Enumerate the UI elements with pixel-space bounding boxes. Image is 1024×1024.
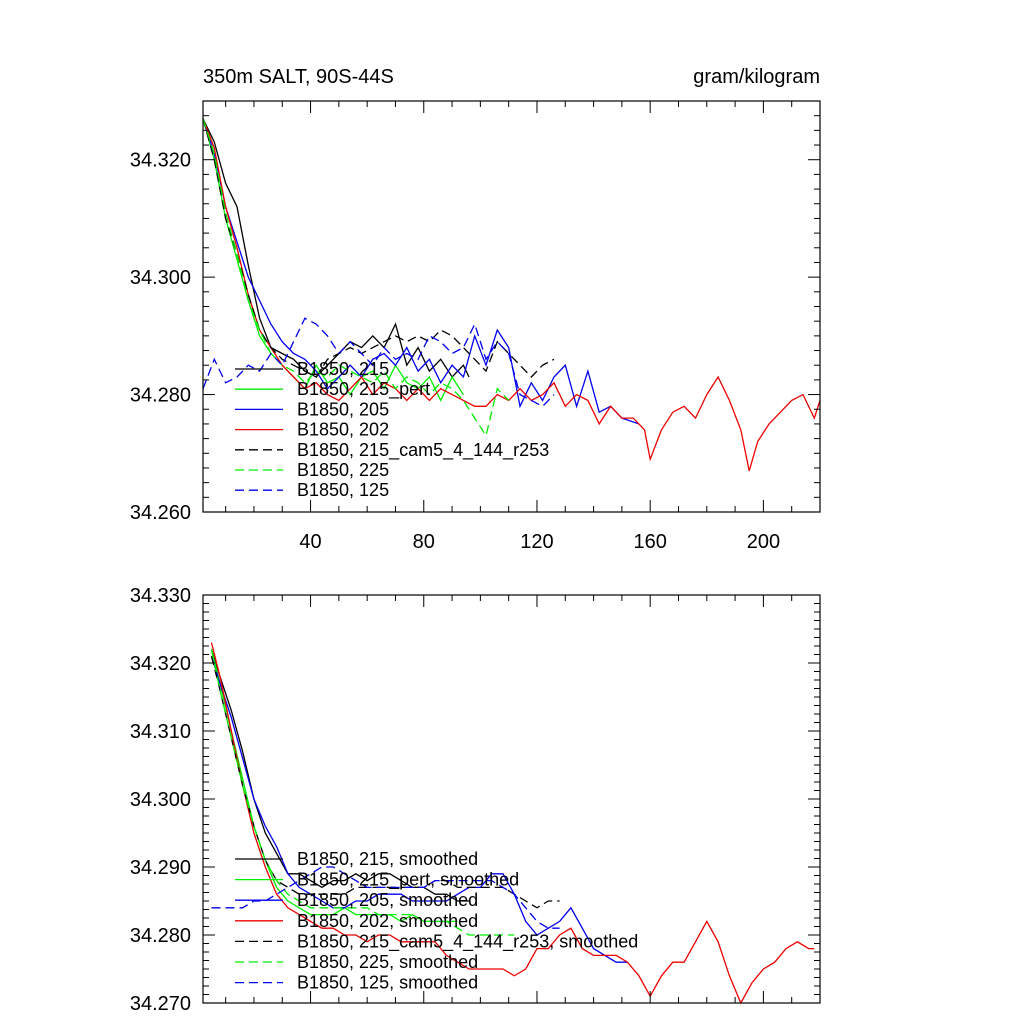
legend-label-b1850-202: B1850, 202	[297, 420, 389, 440]
x-tick-label: 80	[413, 531, 435, 553]
y-tick-label: 34.330	[130, 585, 191, 607]
legend-label-b1850-215: B1850, 215	[297, 359, 389, 379]
legend-label-b1850-205-smoothed: B1850, 205, smoothed	[297, 890, 478, 910]
bottom-series-layer	[210, 642, 815, 1005]
bottom-panel: 34.270 34.280 34.290 34.300 34.310 34.320 34.3…	[130, 585, 821, 1015]
bottom-tick-layer: 34.270 34.280 34.290 34.300 34.310 34.320 34.3…	[130, 585, 821, 1015]
y-tick-label: 34.280	[130, 385, 191, 407]
y-tick-label: 34.300	[130, 267, 191, 289]
legend-label-b1850-215-pert-smoothed: B1850, 215_pert, smoothed	[297, 870, 519, 891]
legend-label-b1850-125: B1850, 125	[297, 480, 389, 500]
x-tick-label: 120	[520, 531, 553, 553]
series-line-b1850-225	[202, 118, 510, 438]
legend-label-b1850-205: B1850, 205	[297, 399, 389, 419]
y-tick-label: 34.280	[130, 925, 191, 947]
x-tick-label: 40	[299, 531, 321, 553]
legend-label-b1850-225-smoothed: B1850, 225, smoothed	[297, 952, 478, 972]
legend-label-b1850-215-smoothed: B1850, 215, smoothed	[297, 849, 478, 869]
series-line-b1850-205-smoothed	[210, 656, 628, 963]
series-line-b1850-215-cam5-4-144-r253-smoothed	[210, 656, 560, 909]
y-tick-label: 34.290	[130, 857, 191, 879]
legend-label-b1850-125-smoothed: B1850, 125, smoothed	[297, 973, 478, 993]
series-line-b1850-202	[202, 118, 821, 472]
series-line-b1850-205	[202, 118, 640, 425]
top-series-layer	[202, 118, 821, 472]
legend-label-b1850-215-cam5-4-144-r253-smoothed: B1850, 215_cam5_4_144_r253, smoothed	[297, 931, 638, 952]
series-line-b1850-215	[202, 118, 470, 379]
series-line-b1850-225-smoothed	[210, 649, 515, 936]
series-line-b1850-202-smoothed	[210, 642, 815, 1005]
series-line-b1850-215-pert	[202, 118, 464, 402]
y-tick-label: 34.320	[130, 150, 191, 172]
series-line-b1850-215-cam5-4-144-r253	[202, 118, 555, 378]
legend-label-b1850-215-pert: B1850, 215_pert	[297, 379, 430, 400]
series-line-b1850-125	[202, 317, 555, 408]
y-tick-label: 34.300	[130, 789, 191, 811]
y-tick-label: 34.270	[130, 993, 191, 1015]
x-tick-label: 160	[633, 531, 666, 553]
y-tick-label: 34.260	[130, 502, 191, 524]
y-tick-label: 34.320	[130, 653, 191, 675]
legend-label-b1850-202-smoothed: B1850, 202, smoothed	[297, 911, 478, 931]
top-panel: 350m SALT, 90S-44S gram/kilogram 40 80 120…	[130, 66, 821, 553]
top-tick-layer: 40 80 120 160 200 34.260 34.280 34.300 34.320	[130, 100, 821, 553]
chart-title: 350m SALT, 90S-44S	[203, 66, 394, 88]
legend-label-b1850-215-cam5-4-144-r253: B1850, 215_cam5_4_144_r253	[297, 440, 549, 461]
x-tick-label: 200	[747, 531, 780, 553]
legend-label-b1850-225: B1850, 225	[297, 460, 389, 480]
y-tick-label: 34.310	[130, 721, 191, 743]
units-label: gram/kilogram	[693, 66, 820, 88]
